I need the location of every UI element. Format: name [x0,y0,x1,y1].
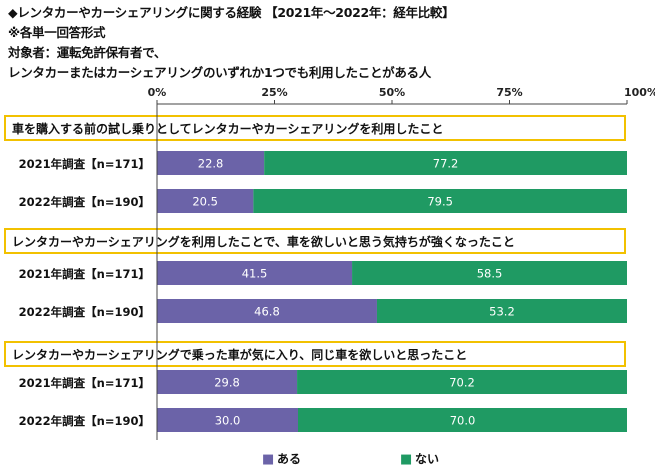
chart-title: ◆レンタカーやカーシェアリングに関する経験 【2021年～2022年：経年比較】 [8,5,455,20]
legend-label: ない [415,452,439,466]
bar-nai [298,408,627,432]
bar-nai [352,261,627,285]
value-label-nai: 79.5 [427,195,453,209]
row-label: 2022年調査【n=190】 [19,195,150,209]
bar-aru [157,299,377,323]
row-label: 2022年調査【n=190】 [19,305,150,319]
axis-tick-label: 25% [261,86,287,99]
value-label-nai: 58.5 [477,267,503,281]
legend-label: ある [277,452,301,466]
axis-tick-label: 75% [496,86,522,99]
question-label: レンタカーやカーシェアリングを利用したことで、車を欲しいと思う気持ちが強くなった… [12,234,515,249]
value-label-aru: 41.5 [242,267,268,281]
bar-aru [157,151,265,175]
row-label: 2021年調査【n=171】 [19,376,150,390]
bar-aru [157,408,298,432]
value-label-nai: 70.0 [450,414,476,428]
row-label: 2021年調査【n=171】 [19,267,150,281]
value-label-nai: 70.2 [449,376,475,390]
question-label: 車を購入する前の試し乗りとしてレンタカーやカーシェアリングを利用したこと [12,121,443,136]
respondents-note-2: レンタカーまたはカーシェアリングのいずれか1つでも利用したことがある人 [8,65,431,80]
bar-nai [297,370,627,394]
bar-nai [264,151,627,175]
axis-tick-label: 0% [148,86,167,99]
value-label-aru: 46.8 [254,305,280,319]
value-label-nai: 77.2 [433,157,459,171]
value-label-aru: 29.8 [214,376,240,390]
question-box [4,341,626,367]
legend-swatch: ■ [262,452,274,467]
axis-tick-label: 100% [624,86,655,99]
bar-aru [157,370,298,394]
legend-swatch: ■ [400,452,412,467]
value-label-nai: 53.2 [489,305,515,319]
row-label: 2021年調査【n=171】 [19,157,150,171]
answer-format-note: ※各単一回答形式 [8,25,106,40]
question-box [4,228,626,254]
value-label-aru: 30.0 [215,414,241,428]
row-label: 2022年調査【n=190】 [19,414,150,428]
bar-nai [253,189,627,213]
value-label-aru: 20.5 [192,195,218,209]
bar-aru [157,261,353,285]
bar-aru [157,189,254,213]
bar-nai [376,299,627,323]
respondents-note-1: 対象者：運転免許保有者で、 [8,45,167,60]
axis-tick-label: 50% [379,86,405,99]
question-label: レンタカーやカーシェアリングで乗った車が気に入り、同じ車を欲しいと思ったこと [12,347,467,362]
question-box [4,115,626,141]
value-label-aru: 22.8 [198,157,224,171]
